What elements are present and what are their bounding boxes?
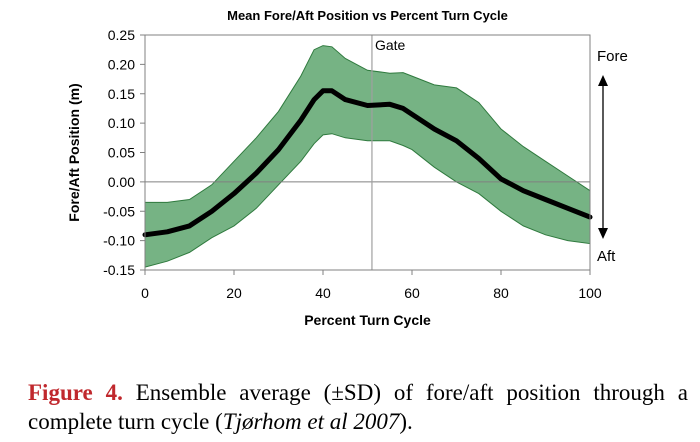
caption-text-end: ). [399,409,413,434]
gate-label: Gate [375,37,406,53]
y-tick-label: -0.15 [103,262,135,278]
y-tick-label: 0.25 [108,27,135,43]
caption-label: Figure 4. [28,380,123,405]
x-tick-label: 60 [404,285,420,301]
y-tick-label: 0.20 [108,56,135,72]
x-axis-title: Percent Turn Cycle [304,312,431,328]
y-tick-label: 0.15 [108,86,135,102]
y-tick-label: 0.05 [108,145,135,161]
fore-label: Fore [597,48,628,65]
y-axis-title: Fore/Aft Position (m) [66,83,82,221]
y-tick-label: -0.05 [103,203,135,219]
caption-text: Ensemble average (±SD) of fore/aft posit… [28,380,689,434]
fore-arrowhead [598,75,608,86]
y-tick-label: 0.10 [108,115,135,131]
x-tick-label: 100 [578,285,602,301]
x-tick-label: 20 [226,285,242,301]
chart-title: Mean Fore/Aft Position vs Percent Turn C… [227,8,508,23]
x-tick-label: 0 [141,285,149,301]
chart-svg: Mean Fore/Aft Position vs Percent Turn C… [66,8,628,328]
y-tick-label: 0.00 [108,174,135,190]
sd-band [144,45,591,268]
x-tick-label: 80 [493,285,509,301]
caption-reference: Tjørhom et al 2007 [222,409,400,434]
figure-caption: Figure 4. Ensemble average (±SD) of fore… [28,378,688,436]
aft-arrowhead [598,228,608,239]
mean-line [142,88,593,238]
y-tick-label: -0.10 [103,233,135,249]
x-tick-label: 40 [315,285,331,301]
aft-label: Aft [597,248,616,265]
